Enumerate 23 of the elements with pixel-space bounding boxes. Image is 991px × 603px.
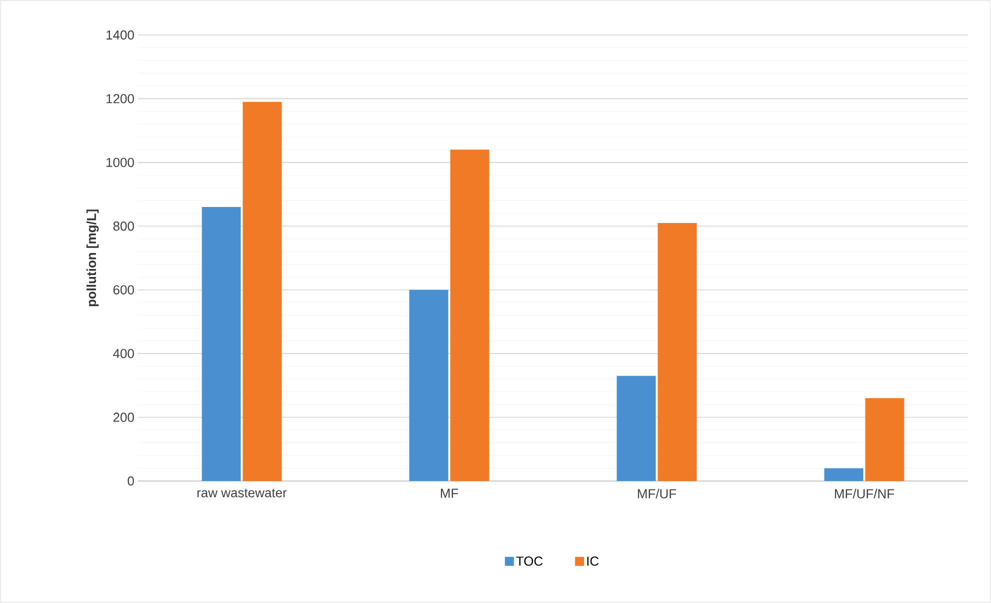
bar [409,290,448,481]
legend-label: TOC [516,556,543,566]
bar [824,468,864,481]
x-tick-label: MF/UF [638,488,676,498]
y-tick-label: 600 [113,285,134,294]
y-tick-label: 1400 [106,30,134,40]
y-tick-label: 800 [113,222,134,231]
y-tick-label: 1200 [106,94,134,104]
y-tick-label: 1000 [106,158,134,168]
y-axis-title: pollution [mg/L] [86,210,99,306]
bar [202,207,241,481]
y-tick-label: 400 [113,348,134,358]
x-tick-label: raw wastewater [197,488,287,498]
bar [658,222,697,481]
x-tick-label: MF [440,488,458,498]
legend-label: IC [587,556,599,566]
y-tick-label: 200 [113,412,134,422]
y-tick-label: 0 [128,476,134,486]
bar [242,102,282,481]
x-tick-label: MF/UF/NF [834,488,894,498]
bar [865,398,904,481]
bar [450,150,490,481]
bar [616,376,656,481]
